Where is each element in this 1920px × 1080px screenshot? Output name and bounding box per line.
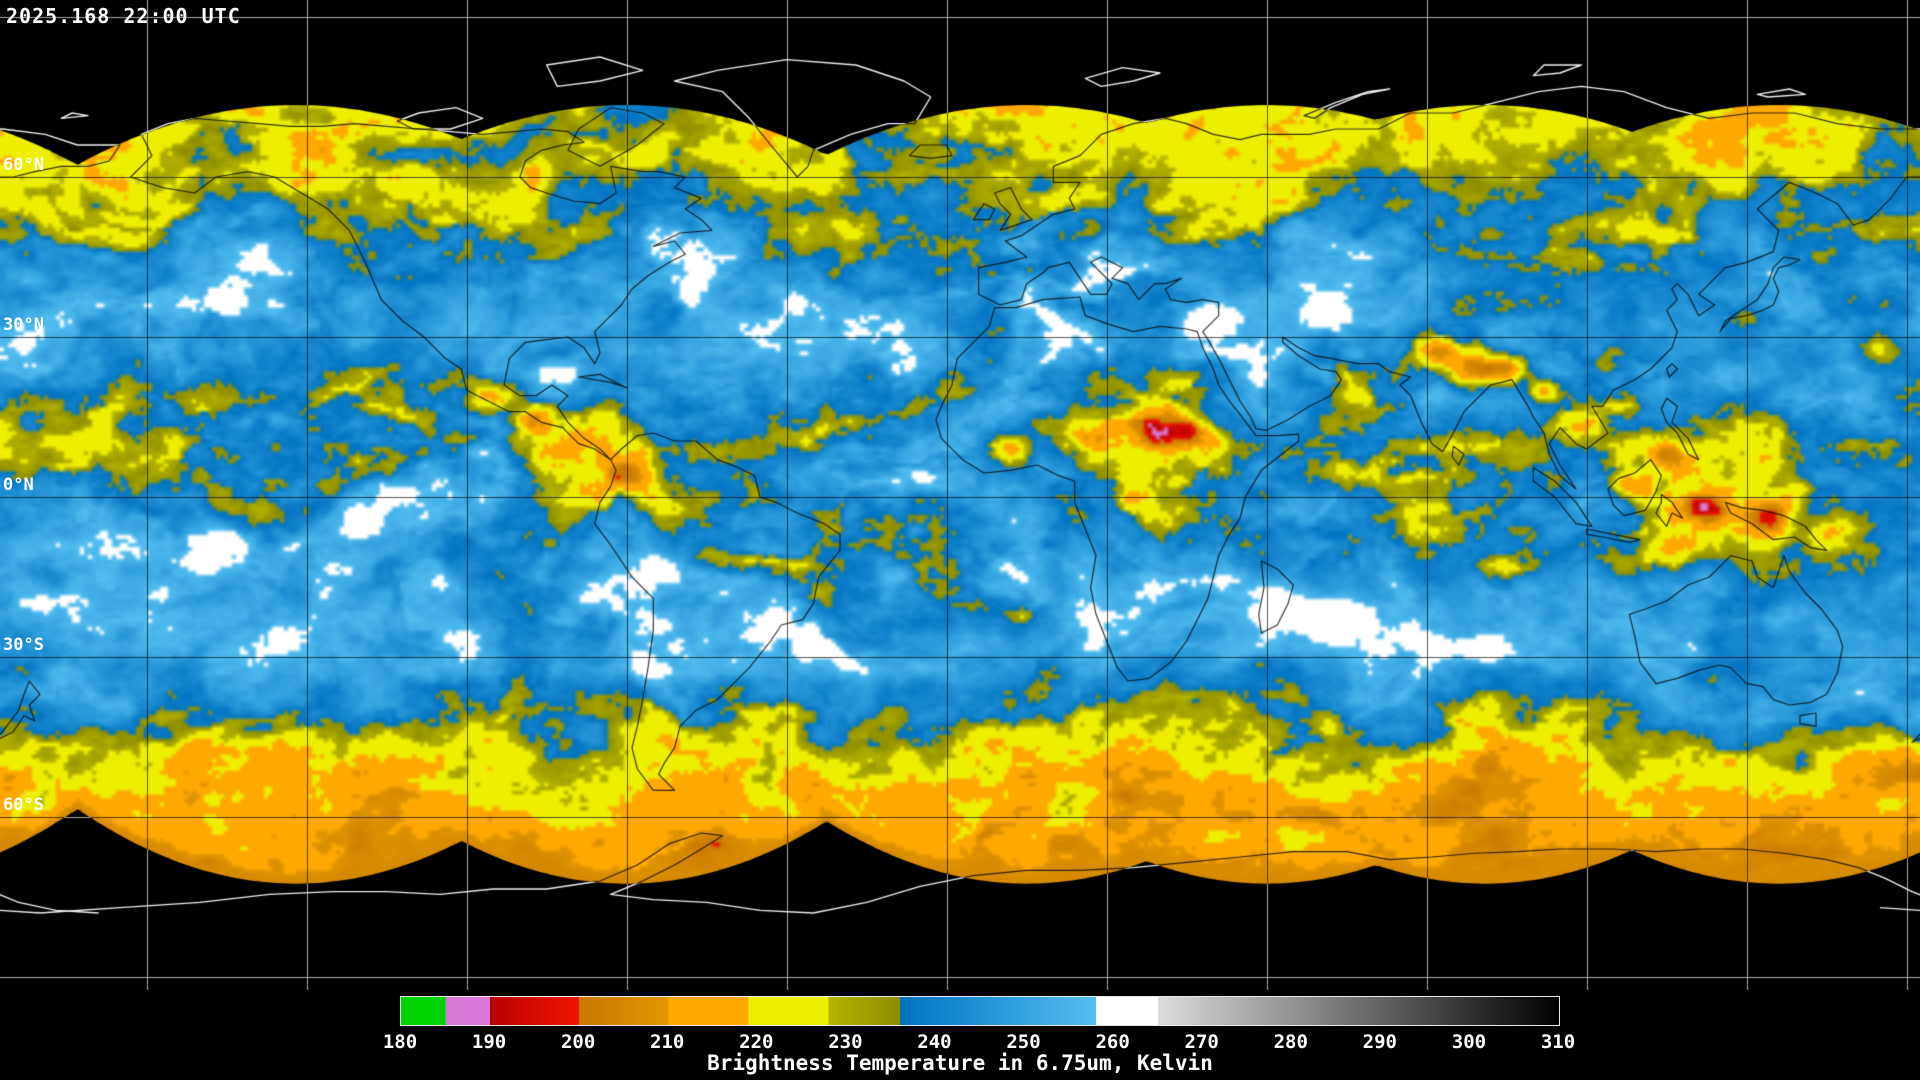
- lat-label: 60°N: [3, 155, 44, 175]
- colorbar-tick: 230: [828, 1031, 863, 1053]
- colorbar-tick: 250: [1006, 1031, 1041, 1053]
- colorbar-tick: 220: [739, 1031, 774, 1053]
- colorbar-tick: 260: [1095, 1031, 1130, 1053]
- colorbar-gradient: [400, 996, 1560, 1026]
- lat-label: 60°S: [3, 795, 44, 815]
- colorbar: 180 190 200 210 220 230 240 250 260 270 280 290 300 3…: [383, 996, 1575, 1057]
- colorbar-tick: 270: [1184, 1031, 1219, 1053]
- colorbar-tick: 200: [560, 1031, 596, 1053]
- colorbar-tick: 290: [1362, 1031, 1398, 1053]
- water-vapor-map: [0, 0, 1920, 990]
- colorbar-tick: 280: [1273, 1031, 1308, 1053]
- colorbar-tick: 210: [650, 1031, 685, 1053]
- timestamp: 2025.168 22:00 UTC: [6, 4, 241, 28]
- lat-label: 30°S: [3, 635, 44, 655]
- colorbar-caption: Brightness Temperature in 6.75um, Kelvin: [707, 1051, 1213, 1075]
- colorbar-tick: 190: [471, 1031, 507, 1053]
- colorbar-tick: 310: [1540, 1031, 1576, 1053]
- colorbar-tick: 240: [917, 1031, 952, 1053]
- lat-label: 0°N: [3, 475, 34, 495]
- colorbar-tick: 180: [382, 1031, 418, 1053]
- colorbar-tick: 300: [1451, 1031, 1487, 1053]
- lat-label: 30°N: [3, 315, 44, 335]
- colorbar-ticks: 180 190 200 210 220 230 240 250 260 270 280 290 300 3…: [383, 1031, 1575, 1057]
